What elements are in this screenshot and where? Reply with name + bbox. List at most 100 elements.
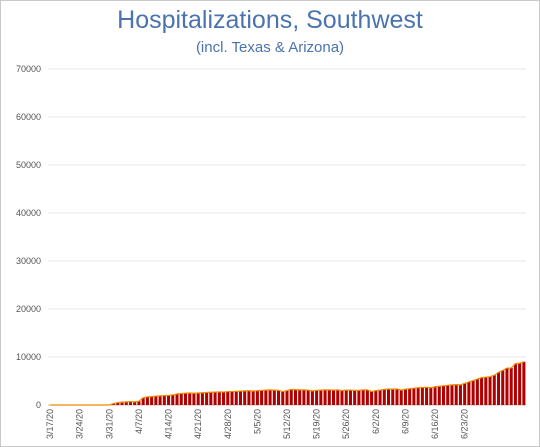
data-bar <box>395 388 399 405</box>
x-tick-label: 4/14/20 <box>164 409 174 439</box>
data-bar <box>378 390 382 405</box>
data-bar <box>112 403 116 405</box>
data-bar <box>403 389 407 405</box>
x-tick-label: 3/31/20 <box>104 409 114 439</box>
data-bar <box>488 376 492 405</box>
y-tick-label: 50000 <box>16 160 41 170</box>
y-tick-label: 20000 <box>16 304 41 314</box>
data-bar <box>425 387 429 405</box>
data-bar <box>416 387 420 405</box>
data-bar <box>162 395 166 405</box>
data-bar <box>281 391 285 405</box>
data-bar <box>327 389 331 405</box>
data-bar <box>306 390 310 405</box>
data-bar <box>141 397 145 405</box>
data-bar <box>467 381 471 405</box>
data-bar <box>480 377 484 405</box>
data-bar <box>344 390 348 405</box>
data-bar <box>518 363 522 405</box>
data-bar <box>501 370 505 405</box>
x-tick-label: 4/21/20 <box>193 409 203 439</box>
data-bar <box>222 392 226 405</box>
data-bar <box>382 389 386 405</box>
data-bar <box>192 393 196 405</box>
data-bar <box>260 390 264 405</box>
data-bar <box>234 391 238 405</box>
data-bar <box>277 390 281 405</box>
data-bar <box>289 389 293 405</box>
trend-line <box>50 361 525 406</box>
data-bar <box>370 391 374 405</box>
data-bar <box>391 389 395 405</box>
y-tick-label: 30000 <box>16 256 41 266</box>
x-tick-label: 6/2/20 <box>371 409 381 434</box>
data-bar <box>243 390 247 405</box>
data-bar <box>496 372 501 405</box>
data-bar <box>200 392 204 405</box>
data-bar <box>124 401 128 405</box>
data-bar <box>454 384 458 405</box>
x-tick-label: 3/17/20 <box>45 409 55 439</box>
data-bar <box>429 387 433 405</box>
data-bar <box>484 377 488 405</box>
data-bar <box>217 391 221 405</box>
data-bar <box>319 390 323 405</box>
data-bar <box>446 385 450 405</box>
data-bar <box>285 390 289 405</box>
data-bar <box>205 392 209 405</box>
data-bar <box>361 389 365 405</box>
data-bar <box>154 396 158 405</box>
data-bar <box>298 389 302 405</box>
x-tick-label: 5/19/20 <box>312 409 322 439</box>
data-bar <box>323 389 327 405</box>
data-bar <box>450 384 454 405</box>
y-tick-label: 40000 <box>16 208 41 218</box>
data-bar <box>179 393 183 405</box>
x-tick-label: 5/12/20 <box>282 409 292 439</box>
data-bar <box>145 396 149 405</box>
data-bar <box>302 389 306 405</box>
data-bar <box>272 390 276 405</box>
data-bar <box>196 393 200 405</box>
data-bar <box>357 390 361 405</box>
data-bar <box>433 386 437 405</box>
data-bar <box>353 390 357 405</box>
data-bar <box>310 390 314 405</box>
chart-title: Hospitalizations, Southwest <box>117 6 423 34</box>
data-bar <box>128 401 133 405</box>
data-bar <box>226 391 230 405</box>
data-bar <box>268 389 272 405</box>
data-bar <box>171 394 175 405</box>
y-tick-label: 60000 <box>16 112 41 122</box>
data-bar <box>408 388 412 405</box>
data-bar <box>116 402 120 405</box>
data-bar <box>315 390 319 405</box>
data-bar <box>412 388 416 405</box>
data-bar <box>437 386 441 405</box>
y-tick-label: 10000 <box>16 352 41 362</box>
data-bar <box>238 391 242 405</box>
data-bar <box>332 390 336 405</box>
data-bar <box>471 380 475 405</box>
x-tick-label: 3/24/20 <box>75 409 85 439</box>
data-bar <box>365 389 369 405</box>
x-tick-label: 4/28/20 <box>223 409 233 439</box>
y-tick-label: 0 <box>36 400 41 410</box>
data-bar <box>167 395 171 405</box>
x-tick-label: 4/7/20 <box>134 409 144 434</box>
x-tick-label: 6/9/20 <box>400 409 410 434</box>
data-bar <box>264 390 268 405</box>
x-tick-label: 5/5/20 <box>252 409 262 434</box>
chart-subtitle: (incl. Texas & Arizona) <box>195 39 345 56</box>
data-bar <box>251 391 255 405</box>
data-bar <box>475 379 479 405</box>
y-tick-label: 70000 <box>16 64 41 74</box>
data-bar <box>293 389 297 405</box>
data-bar <box>213 392 217 405</box>
data-bar <box>120 402 124 405</box>
data-bar <box>150 396 154 405</box>
data-bar <box>458 384 462 405</box>
x-tick-label: 6/23/20 <box>460 409 470 439</box>
